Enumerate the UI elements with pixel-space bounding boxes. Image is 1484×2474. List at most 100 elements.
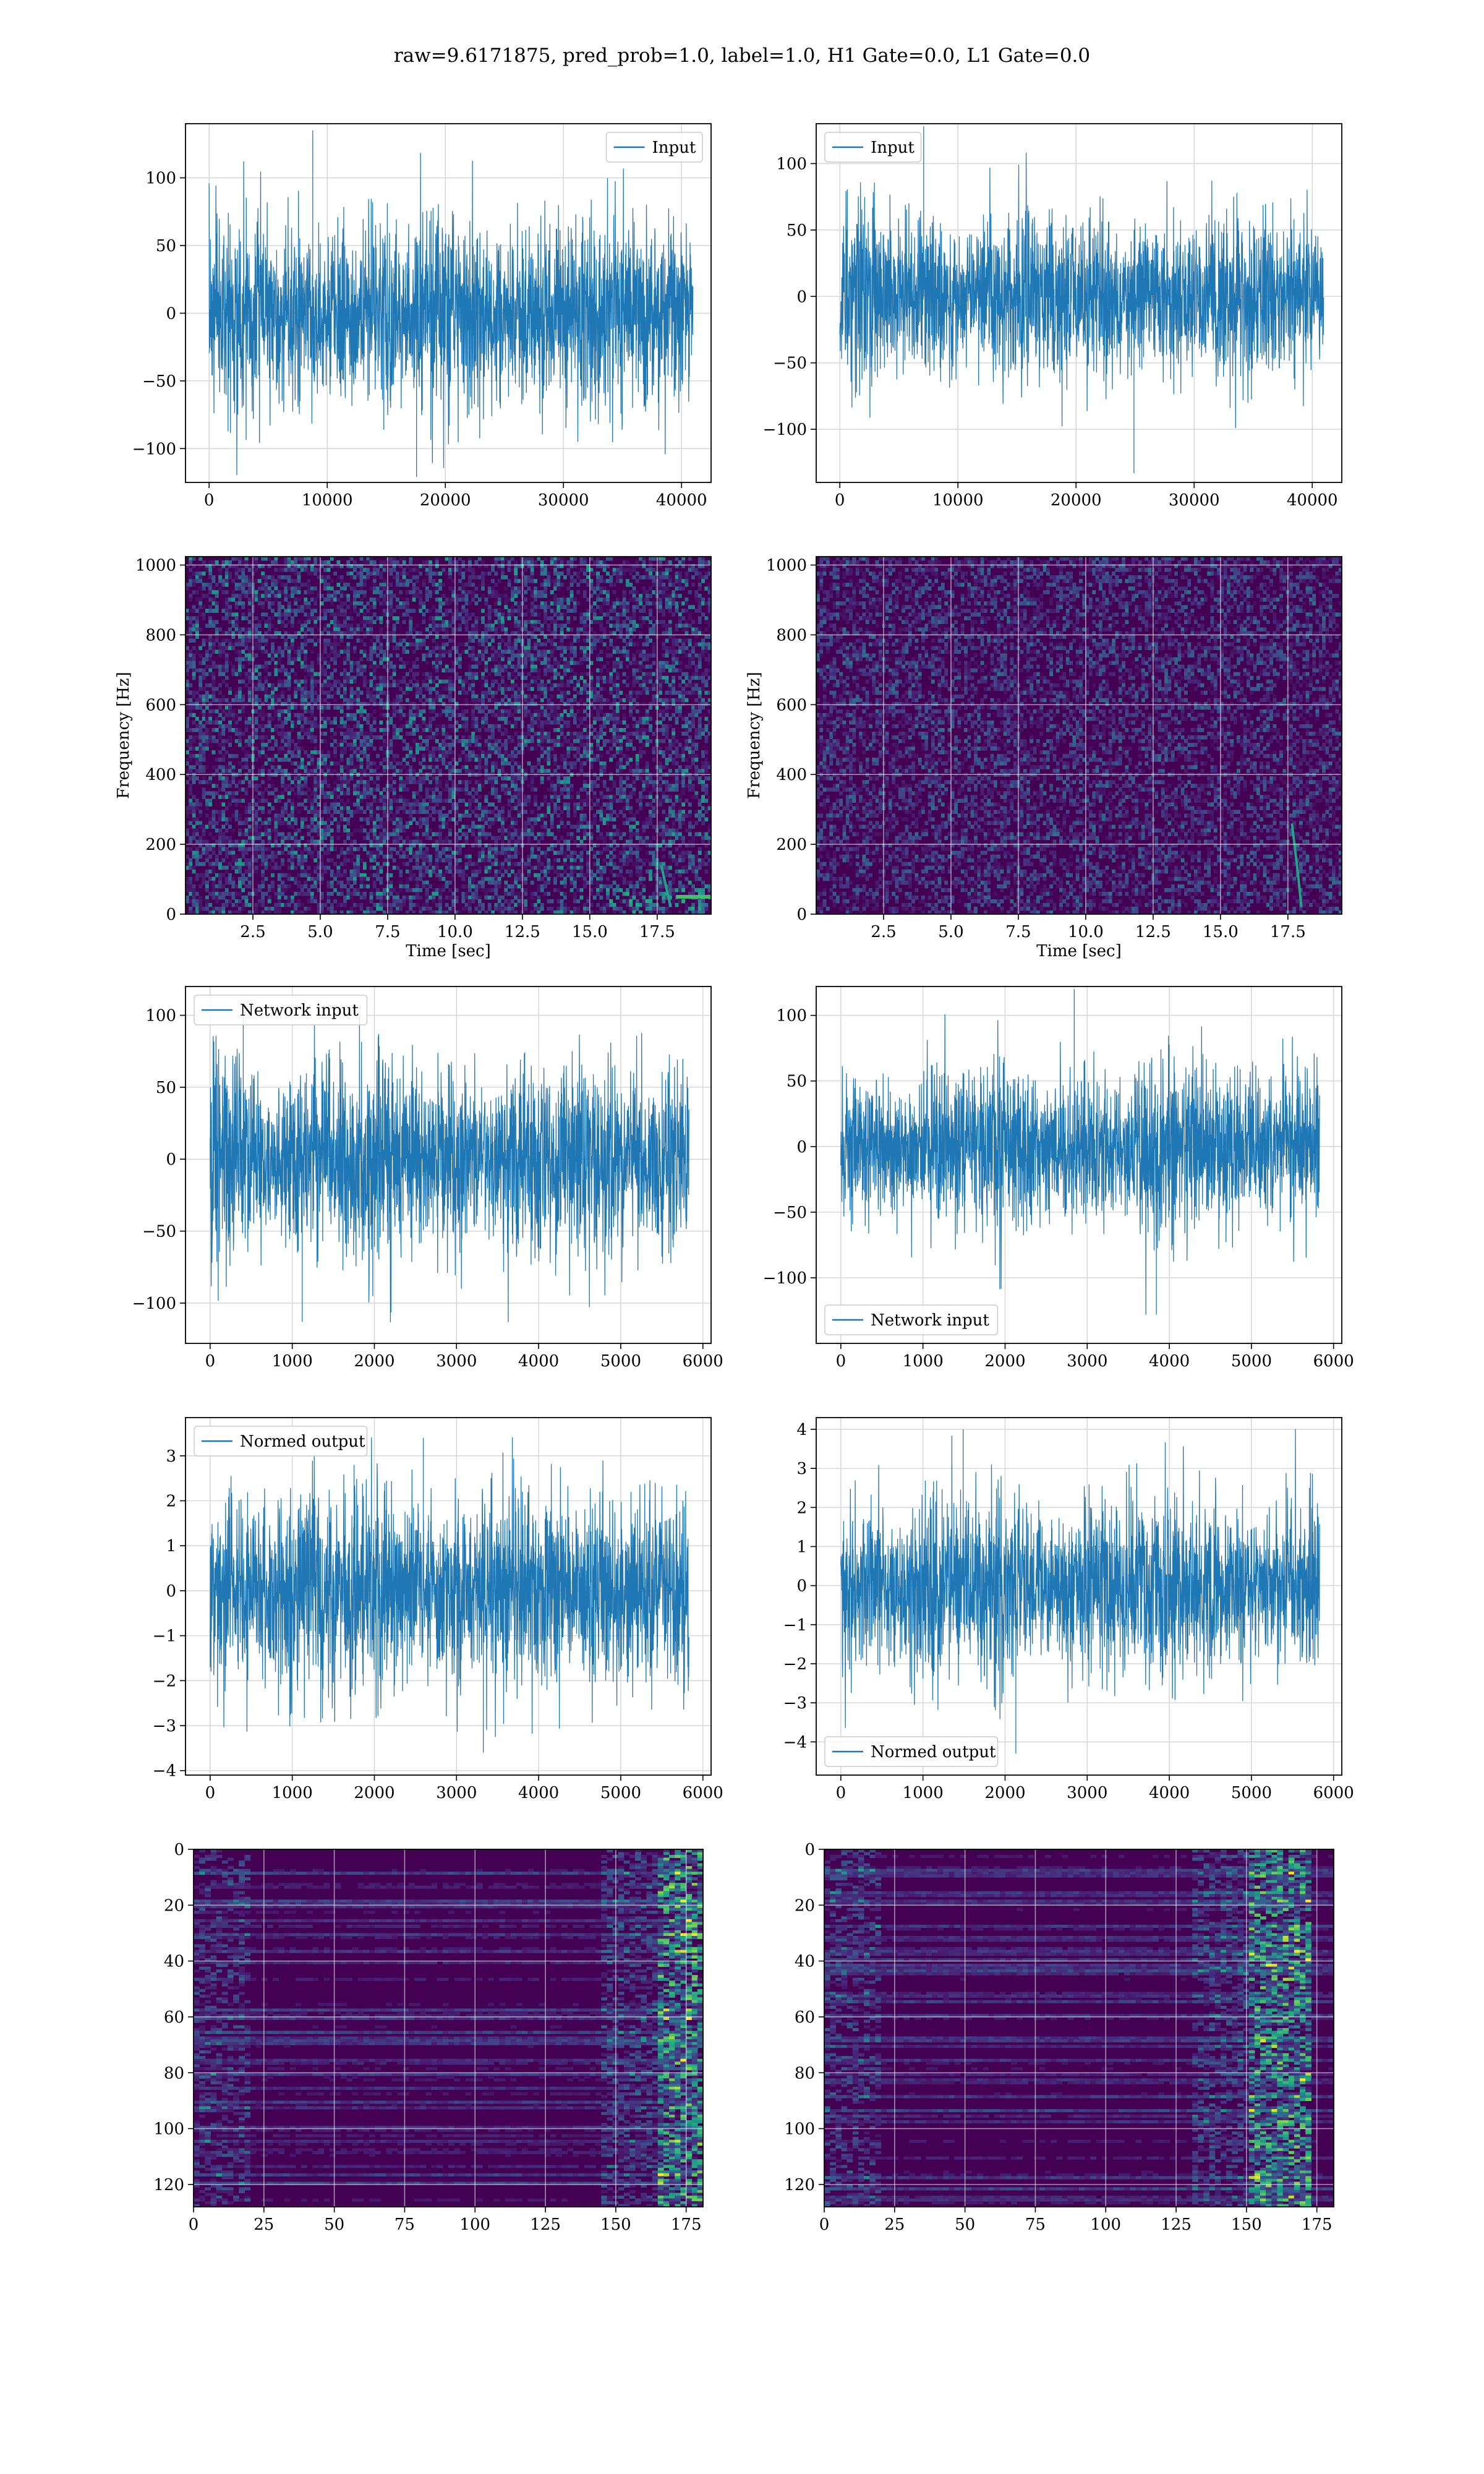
spectrogram-cell	[202, 605, 206, 609]
spectrogram-cell	[494, 747, 498, 751]
spectrogram-cell	[228, 638, 232, 643]
spectrogram-cell	[553, 758, 557, 762]
spectrogram-cell	[202, 672, 206, 677]
spectrogram-cell	[639, 732, 642, 736]
spectrogram-cell	[517, 761, 521, 766]
spectrogram-cell	[596, 758, 600, 762]
spectrogram-cell	[566, 668, 571, 673]
spectrogram-cell	[484, 728, 488, 732]
spectrogram-cell	[300, 623, 304, 628]
spectrogram-cell	[304, 564, 308, 568]
spectrogram-cell	[560, 616, 564, 620]
spectrogram-cell	[701, 761, 705, 766]
spectrogram-cell	[582, 735, 587, 740]
spectrogram-cell	[659, 579, 662, 583]
spectrogram-cell	[701, 560, 705, 565]
spectrogram-cell	[534, 701, 537, 706]
spectrogram-cell	[514, 564, 518, 568]
spectrogram-cell	[224, 571, 229, 576]
spectrogram-cell	[359, 571, 364, 576]
spectrogram-cell	[524, 694, 528, 699]
spectrogram-cell	[277, 601, 281, 606]
spectrogram-cell	[707, 657, 711, 662]
spectrogram-cell	[234, 623, 239, 628]
spectrogram-cell	[211, 661, 216, 666]
spectrogram-cell	[672, 743, 676, 747]
spectrogram-cell	[297, 750, 301, 755]
spectrogram-cell	[304, 560, 308, 565]
spectrogram-cell	[422, 705, 426, 710]
spectrogram-cell	[208, 709, 213, 714]
spectrogram-cell	[461, 735, 466, 740]
spectrogram-cell	[662, 765, 666, 769]
spectrogram-cell	[507, 597, 511, 602]
spectrogram-cell	[372, 701, 377, 706]
spectrogram-cell	[645, 739, 649, 743]
spectrogram-cell	[609, 616, 613, 620]
spectrogram-cell	[254, 668, 258, 673]
spectrogram-cell	[352, 713, 357, 717]
spectrogram-cell	[254, 687, 258, 691]
spectrogram-cell	[596, 579, 600, 583]
spectrogram-cell	[307, 605, 311, 609]
spectrogram-cell	[566, 601, 571, 606]
spectrogram-cell	[359, 568, 364, 572]
spectrogram-cell	[625, 694, 629, 699]
spectrogram-cell	[471, 612, 475, 617]
spectrogram-cell	[697, 694, 702, 699]
spectrogram-cell	[672, 713, 676, 717]
spectrogram-cell	[356, 698, 360, 703]
spectrogram-cell	[419, 638, 423, 643]
spectrogram-cell	[343, 646, 347, 651]
spectrogram-cell	[659, 747, 662, 751]
spectrogram-cell	[267, 716, 271, 721]
spectrogram-cell	[300, 765, 304, 769]
spectrogram-cell	[405, 720, 409, 725]
spectrogram-cell	[186, 687, 189, 691]
spectrogram-cell	[675, 594, 679, 598]
spectrogram-cell	[566, 754, 571, 758]
spectrogram-cell	[464, 623, 469, 628]
spectrogram-cell	[244, 635, 249, 639]
spectrogram-cell	[195, 761, 199, 766]
spectrogram-cell	[362, 631, 367, 635]
spectrogram-cell	[602, 769, 607, 773]
spectrogram-cell	[211, 638, 216, 643]
spectrogram-cell	[659, 668, 662, 673]
spectrogram-cell	[454, 612, 459, 617]
spectrogram-cell	[412, 683, 416, 688]
spectrogram-cell	[247, 690, 252, 695]
spectrogram-cell	[589, 672, 594, 677]
spectrogram-cell	[192, 623, 196, 628]
spectrogram-cell	[681, 732, 686, 736]
spectrogram-cell	[441, 732, 446, 736]
spectrogram-cell	[257, 683, 262, 688]
spectrogram-cell	[560, 728, 564, 732]
spectrogram-cell	[402, 664, 406, 669]
spectrogram-cell	[639, 594, 642, 598]
spectrogram-cell	[307, 568, 311, 572]
spectrogram-cell	[609, 747, 613, 751]
spectrogram-cell	[684, 601, 689, 606]
spectrogram-cell	[619, 649, 623, 654]
spectrogram-cell	[675, 769, 679, 773]
spectrogram-cell	[454, 705, 459, 710]
spectrogram-cell	[372, 769, 377, 773]
spectrogram-cell	[211, 735, 216, 740]
spectrogram-cell	[208, 683, 213, 688]
spectrogram-cell	[425, 675, 429, 680]
spectrogram-cell	[467, 743, 472, 747]
spectrogram-cell	[467, 631, 472, 635]
spectrogram-cell	[639, 631, 642, 635]
spectrogram-cell	[304, 701, 308, 706]
spectrogram-cell	[441, 601, 446, 606]
spectrogram-cell	[582, 631, 587, 635]
spectrogram-cell	[274, 743, 278, 747]
spectrogram-cell	[517, 657, 521, 662]
spectrogram-cell	[451, 698, 456, 703]
spectrogram-cell	[569, 713, 574, 717]
spectrogram-cell	[313, 716, 318, 721]
spectrogram-cell	[606, 564, 610, 568]
spectrogram-cell	[645, 743, 649, 747]
spectrogram-cell	[264, 638, 268, 643]
